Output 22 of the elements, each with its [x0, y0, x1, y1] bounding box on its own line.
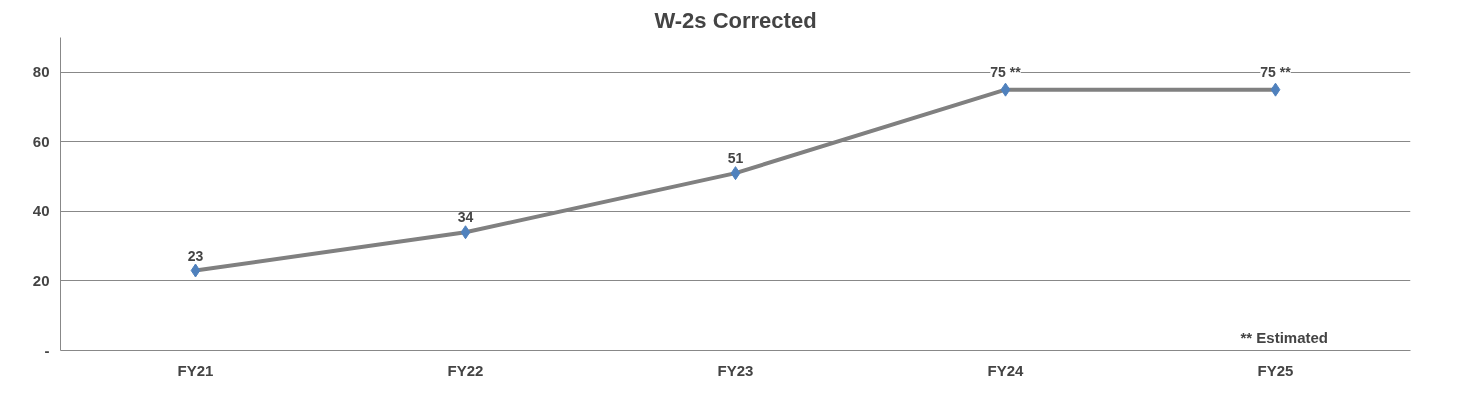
y-tick-label: 60 — [32, 132, 50, 150]
x-tick-label: FY23 — [717, 361, 754, 379]
x-tick-label: FY21 — [177, 361, 214, 379]
point — [190, 263, 201, 278]
data-label: 75 ** — [990, 63, 1022, 80]
y-tick-label: 80 — [32, 63, 50, 81]
x-tick-label: FY24 — [987, 361, 1025, 379]
data-label: 75 ** — [1260, 63, 1292, 80]
point — [460, 225, 471, 240]
data-label: 51 — [727, 150, 744, 167]
x-tick-label: FY25 — [1257, 361, 1294, 379]
annotation: ** Estimated — [1240, 328, 1329, 346]
y-tick-label: - — [44, 341, 50, 359]
x-tick-label: FY22 — [447, 361, 484, 379]
chart-title: W-2s Corrected — [654, 7, 817, 33]
point — [730, 166, 741, 181]
y-tick-label: 40 — [32, 202, 50, 220]
point — [1270, 82, 1281, 97]
point — [1000, 82, 1011, 97]
y-tick-label: 20 — [32, 271, 50, 289]
data-label: 34 — [457, 209, 474, 226]
data-label: 23 — [187, 247, 204, 264]
